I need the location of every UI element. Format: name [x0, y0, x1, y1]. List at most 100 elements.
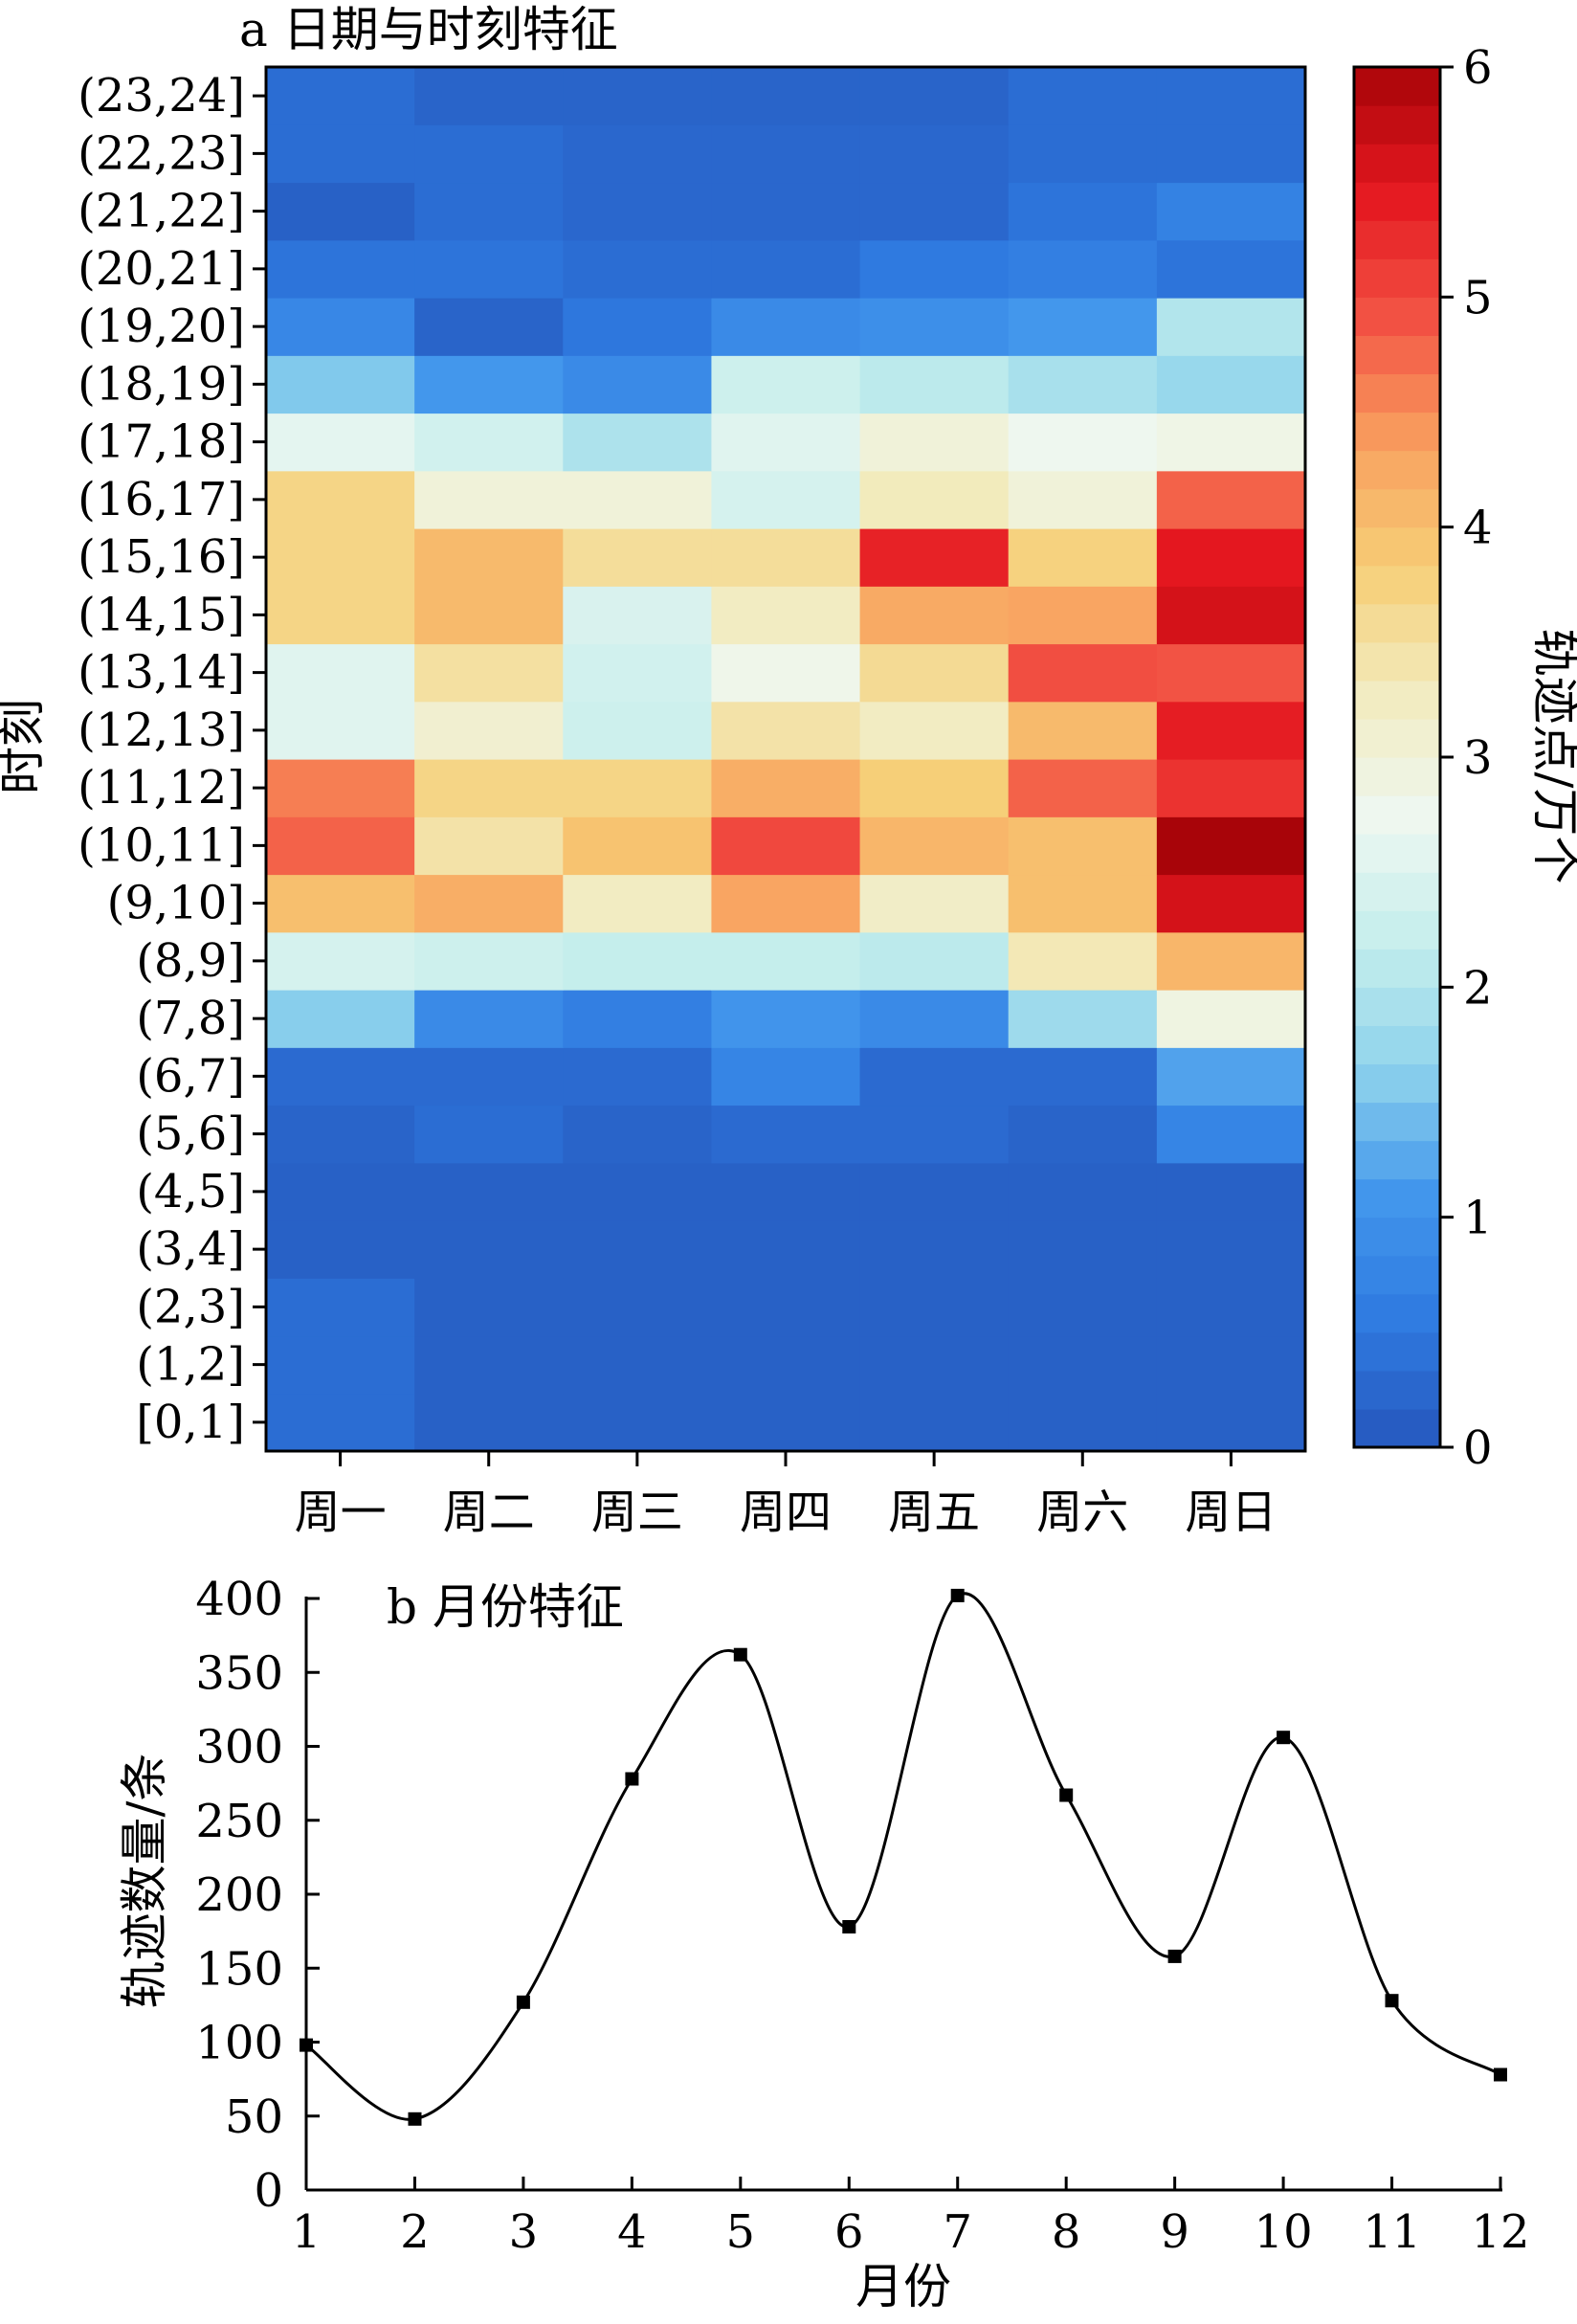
heatmap-cell [563, 1105, 713, 1164]
heatmap-y-tick-label: (20,21] [78, 242, 245, 296]
heatmap-cell [266, 701, 415, 760]
line-chart-points [300, 1588, 1507, 2126]
heatmap-cell [266, 67, 415, 125]
colorbar-tick-label: 6 [1463, 41, 1493, 95]
colorbar: 0 1 2 3 4 5 6 轨迹点/万个 [1352, 41, 1577, 1475]
heatmap-cell [1008, 1162, 1158, 1221]
heatmap-cell [711, 124, 861, 184]
colorbar-band [1354, 1293, 1440, 1333]
heatmap-cell [1008, 67, 1158, 125]
line-chart-x-tick-label: 2 [400, 2205, 430, 2259]
line-chart-x-tick-label: 1 [292, 2205, 322, 2259]
heatmap-cell [563, 355, 713, 414]
heatmap-cell [414, 759, 564, 817]
colorbar-band [1354, 144, 1440, 183]
colorbar-tick-label: 2 [1463, 961, 1493, 1015]
heatmap-cell [1008, 759, 1158, 817]
heatmap-cell [859, 1393, 1010, 1452]
heatmap-y-tick-label: (12,13] [78, 704, 245, 757]
line-chart-y-tick-label: 250 [195, 1795, 283, 1848]
heatmap-cell [1156, 124, 1306, 184]
heatmap-cell [563, 931, 713, 991]
heatmap-cell [711, 1335, 861, 1395]
heatmap-y-tick-label: (3,4] [136, 1222, 245, 1276]
heatmap-cell [1008, 470, 1158, 529]
heatmap-cell [1156, 1162, 1306, 1221]
heatmap-y-tick-label: (15,16] [78, 530, 245, 584]
line-chart-x-tick-label: 9 [1160, 2205, 1189, 2259]
heatmap-cell [859, 124, 1010, 184]
line-chart-point [1494, 2067, 1507, 2082]
heatmap-cell [563, 470, 713, 529]
colorbar-band [1354, 297, 1440, 336]
heatmap-cell [266, 1162, 415, 1221]
colorbar-band [1354, 834, 1440, 873]
heatmap-cell [859, 1220, 1010, 1279]
heatmap-cell [1008, 239, 1158, 299]
heatmap-cell [1008, 701, 1158, 760]
heatmap-cell [1156, 931, 1306, 991]
heatmap-x-tick-label: 周五 [888, 1486, 980, 1539]
colorbar-tick-label: 1 [1463, 1192, 1493, 1245]
colorbar-band [1354, 450, 1440, 490]
heatmap-cell [1156, 1278, 1306, 1337]
heatmap-cell [414, 239, 564, 299]
heatmap-cell [859, 759, 1010, 817]
heatmap-cell [266, 1278, 415, 1337]
heatmap-y-tick-label: (11,12] [78, 761, 245, 815]
colorbar-band [1354, 1217, 1440, 1257]
colorbar-label: 轨迹点/万个 [1527, 629, 1577, 884]
heatmap-cell [266, 355, 415, 414]
colorbar-band [1354, 949, 1440, 988]
heatmap-x-tick-label: 周四 [740, 1486, 832, 1539]
heatmap-cell [414, 124, 564, 184]
line-chart-point [408, 2112, 422, 2126]
heatmap-cell [266, 413, 415, 472]
heatmap-cell [711, 759, 861, 817]
heatmap-cell [563, 1162, 713, 1221]
heatmap-cell [266, 239, 415, 299]
heatmap-cell [711, 67, 861, 125]
heatmap-y-tick-label: (13,14] [78, 646, 245, 700]
heatmap-cell [711, 1047, 861, 1106]
colorbar-band [1354, 1331, 1440, 1372]
heatmap-cell [414, 182, 564, 241]
heatmap-y-tick-label: (8,9] [136, 934, 245, 988]
heatmap-cell [1156, 874, 1306, 933]
heatmap-cell [563, 298, 713, 356]
heatmap-y-axis-label: 时刻 [0, 699, 50, 794]
line-chart-x-ticks: 1 2 3 4 5 6 7 8 9 10 11 12 [292, 2177, 1530, 2259]
colorbar-band [1354, 603, 1440, 643]
line-chart-point [300, 2038, 313, 2052]
heatmap-cell [414, 990, 564, 1048]
heatmap-cell [1156, 528, 1306, 587]
heatmap-cell [859, 239, 1010, 299]
line-chart-y-tick-label: 300 [195, 1721, 283, 1775]
heatmap-cell [1008, 298, 1158, 356]
heatmap-cell [414, 1105, 564, 1164]
heatmap-cell [414, 1278, 564, 1337]
heatmap-cell [266, 816, 415, 876]
heatmap-cell [414, 931, 564, 991]
heatmap-cell [711, 355, 861, 414]
heatmap-cell [859, 931, 1010, 991]
heatmap-cell [859, 528, 1010, 587]
heatmap-cell [414, 586, 564, 645]
colorbar-band [1354, 757, 1440, 796]
heatmap-cell [414, 413, 564, 472]
colorbar-band [1354, 1408, 1440, 1448]
heatmap-cell [859, 1278, 1010, 1337]
heatmap-cell [563, 1220, 713, 1279]
heatmap-cell [1156, 1105, 1306, 1164]
heatmap-cell [563, 67, 713, 125]
heatmap-y-tick-label: (23,24] [78, 69, 245, 123]
heatmap-cell [859, 413, 1010, 472]
heatmap-cell [711, 1220, 861, 1279]
heatmap-cell [563, 759, 713, 817]
heatmap-cell [1156, 182, 1306, 241]
heatmap-cell [711, 470, 861, 529]
line-chart-x-tick-label: 10 [1255, 2205, 1313, 2259]
heatmap-x-tick-label: 周二 [443, 1486, 535, 1539]
line-chart-y-tick-label: 0 [254, 2164, 283, 2218]
